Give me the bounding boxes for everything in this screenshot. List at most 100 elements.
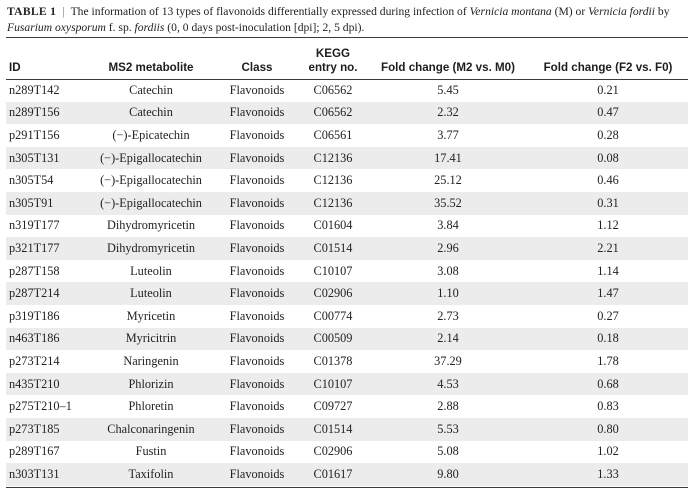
cell-id: p275T210–1 (9, 399, 72, 414)
header-kegg: KEGG entry no. (298, 37, 368, 79)
cell-class: Flavonoids (229, 444, 285, 459)
cell-metabolite: (−)-Epigallocatechin (86, 146, 216, 170)
cell-fold-change-m: 2.14 (368, 327, 528, 351)
cell-metabolite: Chalconaringenin (86, 417, 216, 441)
cell-fold-change-f: 0.21 (597, 82, 619, 97)
cell-class: Flavonoids (229, 173, 285, 188)
table-row: p321T177 Dihydromyricetin Flavonoids C01514… (6, 237, 688, 260)
cell-kegg: C01514 (298, 417, 368, 441)
cell-fold-change-f: 1.14 (597, 263, 619, 278)
cell-fold-change-f: 1.78 (597, 353, 619, 368)
table-row: p291T156 (−)-Epicatechin Flavonoids C06561 3… (6, 124, 688, 147)
header-id: ID (9, 61, 21, 74)
cell-fold-change-m: 37.29 (434, 353, 462, 368)
cell-metabolite: (−)-Epicatechin (112, 127, 190, 142)
cell-kegg: C06562 (313, 82, 353, 97)
cell-fold-change-f: 0.68 (528, 372, 688, 396)
cell-metabolite: Taxifolin (86, 463, 216, 486)
cell-id: p289T167 (9, 444, 60, 459)
cell-kegg: C00774 (313, 308, 353, 323)
cell-id: n435T210 (6, 372, 86, 396)
cell-fold-change-f: 0.08 (528, 146, 688, 170)
header-metabolite: MS2 metabolite (108, 61, 194, 74)
cell-fold-change-f: 0.31 (528, 191, 688, 215)
cell-kegg: C01617 (298, 463, 368, 486)
cell-class: Flavonoids (229, 82, 285, 97)
cell-fold-change-f: 1.12 (597, 218, 619, 233)
cell-metabolite: Naringenin (123, 353, 179, 368)
cell-fold-change-m: 3.84 (437, 218, 459, 233)
cell-fold-change-m: 17.41 (368, 146, 528, 170)
cell-class: Flavonoids (216, 101, 298, 125)
cell-metabolite: (−)-Epigallocatechin (86, 191, 216, 215)
cell-kegg: C06561 (313, 127, 353, 142)
table-row: n319T177 Dihydromyricetin Flavonoids C01604… (6, 215, 688, 238)
cell-kegg: C02906 (313, 444, 353, 459)
cell-class: Flavonoids (216, 237, 298, 260)
cell-fold-change-f: 0.28 (597, 127, 619, 142)
table-caption: TABLE 1 | The information of 13 types of f… (7, 4, 689, 36)
cell-id: n319T177 (9, 218, 60, 233)
cell-kegg: C06562 (298, 101, 368, 125)
cell-fold-change-m: 3.77 (437, 127, 459, 142)
cell-class: Flavonoids (229, 308, 285, 323)
cell-fold-change-f: 0.80 (528, 417, 688, 441)
top-rule (6, 37, 688, 38)
cell-fold-change-f: 2.21 (528, 237, 688, 260)
cell-id: p273T185 (6, 417, 86, 441)
bottom-rule (6, 487, 688, 488)
table-row: p287T214 Luteolin Flavonoids C02906 1.10 1.47 (6, 282, 688, 305)
cell-fold-change-f: 1.02 (597, 444, 619, 459)
cell-metabolite: (−)-Epigallocatechin (100, 173, 202, 188)
cell-metabolite: Catechin (129, 82, 173, 97)
cell-fold-change-m: 5.53 (368, 417, 528, 441)
table-row: n289T142 Catechin Flavonoids C06562 5.45 0.21 (6, 79, 688, 102)
caption-text: (M) or (551, 5, 589, 18)
cell-class: Flavonoids (216, 372, 298, 396)
cell-fold-change-m: 2.96 (368, 237, 528, 260)
cell-kegg: C09727 (313, 399, 353, 414)
cell-class: Flavonoids (216, 191, 298, 215)
cell-id: n305T131 (6, 146, 86, 170)
cell-fold-change-m: 5.45 (437, 82, 459, 97)
cell-kegg: C12136 (313, 173, 353, 188)
cell-fold-change-m: 2.88 (437, 399, 459, 414)
caption-separator: | (62, 5, 65, 18)
cell-fold-change-m: 9.80 (368, 463, 528, 486)
caption-text: The information of 13 types of flavonoid… (70, 5, 470, 18)
cell-id: n289T156 (6, 101, 86, 125)
cell-metabolite: Phloretin (128, 399, 174, 414)
cell-class: Flavonoids (229, 353, 285, 368)
cell-kegg: C01378 (313, 353, 353, 368)
cell-fold-change-m: 4.53 (368, 372, 528, 396)
cell-id: n305T54 (9, 173, 54, 188)
header-rule (6, 79, 688, 80)
cell-kegg: C01604 (313, 218, 353, 233)
cell-fold-change-f: 1.47 (528, 282, 688, 305)
flavonoid-table: ID MS2 metabolite Class KEGG entry no. Fo… (6, 37, 688, 486)
caption-forma: fordiis (134, 21, 165, 34)
cell-metabolite: Fustin (135, 444, 167, 459)
cell-kegg: C12136 (298, 146, 368, 170)
cell-metabolite: Phlorizin (86, 372, 216, 396)
header-fold-change-m: Fold change (M2 vs. M0) (381, 61, 515, 74)
cell-kegg: C02906 (298, 282, 368, 305)
table-row: n289T156 Catechin Flavonoids C06562 2.32 0.47 (6, 101, 688, 125)
cell-class: Flavonoids (216, 282, 298, 305)
cell-class: Flavonoids (216, 327, 298, 351)
table-row: n305T91 (−)-Epigallocatechin Flavonoids C12… (6, 191, 688, 215)
cell-metabolite: Myricetin (126, 308, 176, 323)
table-row: p289T167 Fustin Flavonoids C02906 5.08 1.02 (6, 441, 688, 464)
cell-fold-change-m: 5.08 (437, 444, 459, 459)
cell-id: p319T186 (9, 308, 60, 323)
cell-metabolite: Dihydromyricetin (86, 237, 216, 260)
cell-fold-change-m: 1.10 (368, 282, 528, 305)
cell-fold-change-f: 0.27 (597, 308, 619, 323)
cell-kegg: C10107 (313, 263, 353, 278)
cell-fold-change-m: 25.12 (434, 173, 462, 188)
cell-id: p287T214 (6, 282, 86, 305)
cell-fold-change-f: 0.46 (597, 173, 619, 188)
table-row: p287T158 Luteolin Flavonoids C10107 3.08 1.14 (6, 260, 688, 283)
cell-kegg: C00509 (298, 327, 368, 351)
cell-fold-change-m: 3.08 (437, 263, 459, 278)
